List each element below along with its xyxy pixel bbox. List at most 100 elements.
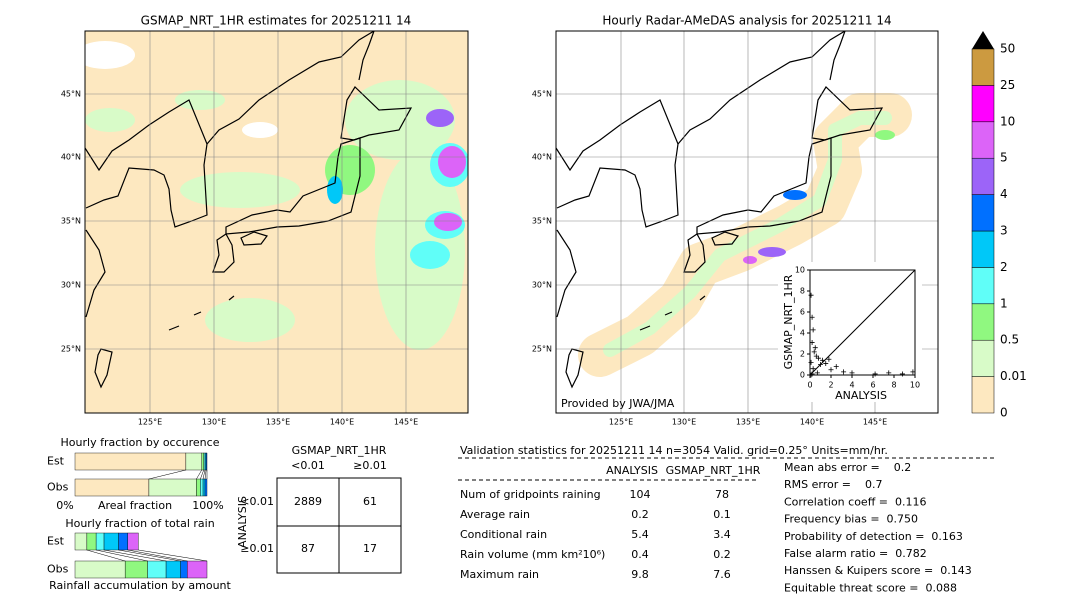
connector bbox=[127, 549, 188, 562]
column-label: <0.01 bbox=[291, 459, 325, 472]
point bbox=[813, 353, 819, 359]
lon-label: 140°E bbox=[800, 418, 824, 427]
left-map-frame bbox=[84, 30, 469, 414]
colorbar-segment bbox=[971, 48, 995, 86]
score: Probability of detection = 0.163 bbox=[784, 530, 963, 543]
connector bbox=[202, 469, 206, 480]
colorbar-label: 10 bbox=[1000, 114, 1015, 128]
lat-label: 45°N bbox=[61, 90, 81, 99]
point bbox=[815, 355, 821, 361]
row-label: ≥0.01 bbox=[240, 542, 274, 555]
fraction-segment bbox=[185, 452, 202, 471]
lat-label: 35°N bbox=[61, 217, 81, 226]
axis-label: 100% bbox=[192, 499, 223, 512]
panel-footer: Rainfall accumulation by amount bbox=[49, 579, 231, 592]
y-tick-label: 0 bbox=[800, 371, 805, 380]
colorbar-segment bbox=[971, 376, 995, 414]
lat-label: 40°N bbox=[532, 153, 552, 162]
x-tick-label: 0 bbox=[807, 381, 812, 390]
point bbox=[820, 357, 826, 363]
row-label: Est bbox=[47, 535, 65, 548]
stat-value: 3.4 bbox=[713, 528, 731, 541]
stat-value: 0.1 bbox=[713, 508, 731, 521]
point bbox=[809, 314, 815, 320]
score: Frequency bias = 0.750 bbox=[784, 513, 918, 526]
y-tick-label: 8 bbox=[800, 287, 805, 296]
stat-label: Maximum rain bbox=[460, 568, 539, 581]
panel-title: Hourly fraction of total rain bbox=[65, 517, 214, 530]
score: RMS error = 0.7 bbox=[784, 478, 882, 491]
colorbar-label: 50 bbox=[1000, 42, 1015, 56]
fraction-segment bbox=[74, 478, 150, 497]
point bbox=[810, 327, 816, 333]
row-label: Obs bbox=[47, 481, 69, 494]
row-label: Obs bbox=[47, 563, 69, 576]
stat-value: 9.8 bbox=[631, 568, 649, 581]
diagonal bbox=[809, 269, 916, 376]
contingency-side: ANALYSIS bbox=[236, 496, 249, 548]
point bbox=[841, 369, 847, 375]
stat-value: 0.2 bbox=[713, 548, 731, 561]
panel-title: Hourly fraction by occurence bbox=[61, 436, 220, 449]
point bbox=[899, 371, 905, 377]
point bbox=[809, 339, 815, 345]
colorbar-label: 0.5 bbox=[1000, 333, 1019, 347]
point bbox=[808, 372, 814, 378]
fraction-segment bbox=[180, 560, 188, 579]
point bbox=[811, 349, 817, 355]
point bbox=[823, 360, 829, 366]
cell: 17 bbox=[363, 542, 377, 555]
fraction-segment bbox=[74, 532, 88, 551]
connector bbox=[118, 549, 181, 562]
colorbar-segment bbox=[971, 339, 995, 377]
fraction-segment bbox=[205, 452, 208, 471]
axis-label: 0% bbox=[56, 499, 73, 512]
stat-label: Rain volume (mm km²10⁶) bbox=[460, 548, 605, 561]
fraction-segment bbox=[196, 478, 201, 497]
point bbox=[872, 371, 878, 377]
y-tick-label: 4 bbox=[800, 329, 805, 338]
fraction-segment bbox=[201, 452, 204, 471]
cell: 87 bbox=[301, 542, 315, 555]
point bbox=[814, 370, 820, 376]
fraction-segment bbox=[74, 560, 126, 579]
lat-label: 25°N bbox=[532, 345, 552, 354]
point bbox=[809, 371, 815, 377]
x-tick-label: 4 bbox=[849, 381, 854, 390]
lat-label: 30°N bbox=[61, 281, 81, 290]
lon-label: 140°E bbox=[330, 418, 354, 427]
fraction-segment bbox=[186, 560, 208, 579]
connector bbox=[96, 549, 148, 562]
lon-label: 135°E bbox=[736, 418, 760, 427]
inset-xlabel: ANALYSIS bbox=[835, 389, 887, 402]
contingency-title: GSMAP_NRT_1HR bbox=[292, 444, 387, 457]
point bbox=[826, 356, 832, 362]
connector bbox=[196, 469, 202, 480]
score: Mean abs error = 0.2 bbox=[784, 461, 911, 474]
y-tick-label: 6 bbox=[800, 308, 805, 317]
point bbox=[812, 345, 818, 351]
colorbar-label: 2 bbox=[1000, 260, 1008, 274]
point bbox=[833, 364, 839, 370]
fraction-segment bbox=[127, 532, 139, 551]
stat-value: 0.2 bbox=[631, 508, 649, 521]
right-map-title: Hourly Radar-AMeDAS analysis for 2025121… bbox=[602, 14, 891, 28]
colorbar-segment bbox=[971, 303, 995, 341]
cell: 61 bbox=[363, 495, 377, 508]
point bbox=[828, 367, 834, 373]
x-tick-label: 10 bbox=[910, 381, 920, 390]
left-map bbox=[85, 31, 468, 413]
point bbox=[886, 370, 892, 376]
colorbar-label: 3 bbox=[1000, 224, 1008, 238]
stat-value: 104 bbox=[630, 488, 651, 501]
right-map-frame bbox=[555, 30, 939, 414]
credit: Provided by JWA/JMA bbox=[561, 397, 675, 410]
colorbar-segment bbox=[971, 157, 995, 195]
colorbar-segment bbox=[971, 85, 995, 123]
colorbar-segment bbox=[971, 194, 995, 232]
score: Correlation coeff = 0.116 bbox=[784, 495, 926, 508]
colorbar-label: 0.01 bbox=[1000, 369, 1027, 383]
left-map-title: GSMAP_NRT_1HR estimates for 20251211 14 bbox=[141, 14, 412, 28]
y-tick-label: 10 bbox=[795, 266, 805, 275]
